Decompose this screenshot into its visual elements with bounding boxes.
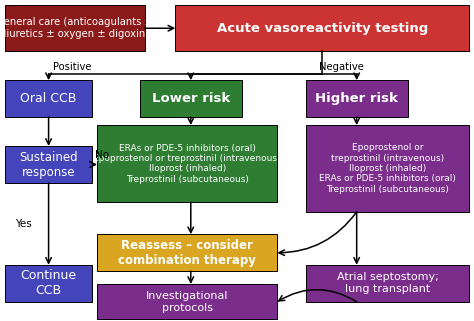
FancyBboxPatch shape bbox=[5, 265, 92, 302]
Text: Sustained
response: Sustained response bbox=[19, 151, 78, 178]
FancyBboxPatch shape bbox=[5, 5, 145, 51]
FancyBboxPatch shape bbox=[97, 234, 277, 271]
Text: No: No bbox=[95, 150, 109, 160]
Text: ERAs or PDE-5 inhibitors (oral)
Epoprostenol or treprostinil (intravenous)
Ilopr: ERAs or PDE-5 inhibitors (oral) Epoprost… bbox=[93, 143, 281, 184]
FancyBboxPatch shape bbox=[306, 265, 469, 302]
Text: Higher risk: Higher risk bbox=[315, 92, 398, 105]
Text: Positive: Positive bbox=[53, 62, 92, 72]
Text: Yes: Yes bbox=[15, 219, 32, 229]
Text: Reassess – consider
combination therapy: Reassess – consider combination therapy bbox=[118, 239, 256, 267]
Text: Atrial septostomy;
lung transplant: Atrial septostomy; lung transplant bbox=[337, 273, 438, 294]
FancyBboxPatch shape bbox=[97, 284, 277, 319]
Text: Epoprostenol or
treprostinil (intravenous)
Iloprost (inhaled)
ERAs or PDE-5 inhi: Epoprostenol or treprostinil (intravenou… bbox=[319, 143, 456, 194]
Text: Negative: Negative bbox=[319, 62, 364, 72]
FancyBboxPatch shape bbox=[140, 80, 242, 117]
FancyBboxPatch shape bbox=[175, 5, 469, 51]
Text: Acute vasoreactivity testing: Acute vasoreactivity testing bbox=[217, 22, 428, 35]
Text: General care (anticoagulants ±
diuretics ± oxygen ± digoxin): General care (anticoagulants ± diuretics… bbox=[0, 17, 153, 39]
FancyBboxPatch shape bbox=[5, 80, 92, 117]
FancyBboxPatch shape bbox=[306, 80, 408, 117]
FancyBboxPatch shape bbox=[306, 125, 469, 212]
Text: Lower risk: Lower risk bbox=[152, 92, 230, 105]
FancyBboxPatch shape bbox=[5, 146, 92, 183]
Text: Continue
CCB: Continue CCB bbox=[20, 269, 77, 297]
FancyBboxPatch shape bbox=[97, 125, 277, 202]
Text: Investigational
protocols: Investigational protocols bbox=[146, 291, 228, 313]
Text: Oral CCB: Oral CCB bbox=[20, 92, 77, 105]
